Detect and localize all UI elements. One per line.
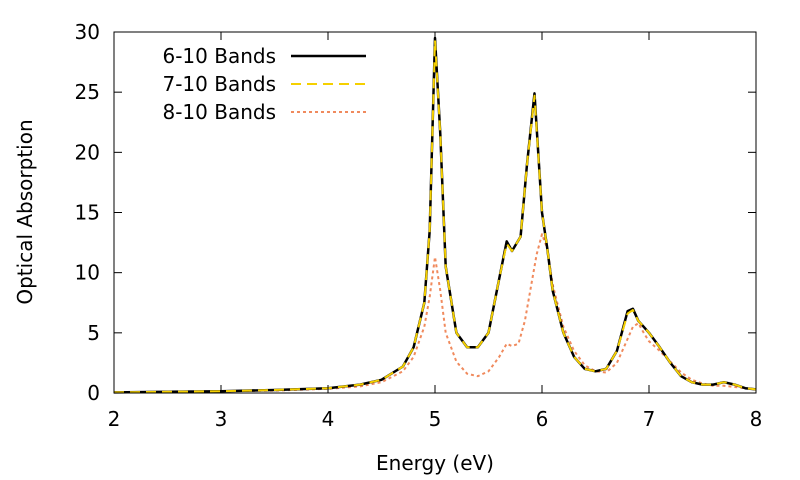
y-tick-label: 10	[75, 261, 100, 285]
legend: 6-10 Bands 7-10 Bands 8-10 Bands	[162, 44, 366, 124]
legend-label: 8-10 Bands	[162, 100, 276, 124]
x-tick-label: 4	[322, 407, 335, 431]
y-tick-label: 0	[87, 381, 100, 405]
x-tick-label: 2	[108, 407, 121, 431]
y-tick-label: 25	[75, 80, 100, 104]
y-tick-label: 20	[75, 140, 100, 164]
legend-label: 6-10 Bands	[162, 44, 276, 68]
y-tick-label: 30	[75, 20, 100, 44]
ticks-layer: 2 3 4 5 6 7 8 0 5 10 15 20 25 30	[75, 20, 763, 431]
x-tick-label: 6	[536, 407, 549, 431]
y-tick-label: 5	[87, 321, 100, 345]
x-tick-label: 7	[643, 407, 656, 431]
x-axis-label: Energy (eV)	[376, 451, 494, 475]
y-tick-label: 15	[75, 201, 100, 225]
y-axis-label: Optical Absorption	[13, 119, 37, 304]
series-line-7-10-bands	[113, 39, 757, 394]
series-layer	[113, 36, 757, 394]
x-tick-label: 8	[750, 407, 763, 431]
x-tick-label: 3	[215, 407, 228, 431]
legend-label: 7-10 Bands	[162, 72, 276, 96]
x-tick-label: 5	[429, 407, 442, 431]
